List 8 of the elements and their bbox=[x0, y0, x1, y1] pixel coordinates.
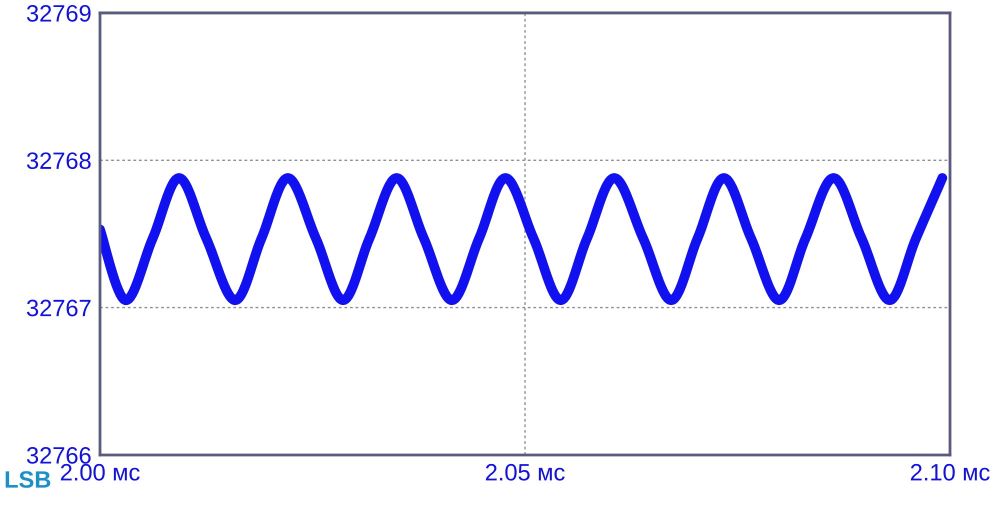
x-tick-label: 2.05 мс bbox=[486, 464, 565, 481]
x-tick-label: 2.10 мс bbox=[910, 464, 990, 481]
y-tick-label: 32766 bbox=[26, 447, 91, 464]
y-tick-label: 32769 bbox=[26, 4, 91, 22]
y-tick-label: 32768 bbox=[26, 152, 91, 170]
x-tick-label: 2.00 мс bbox=[60, 464, 140, 481]
y-tick-label: 32767 bbox=[26, 300, 90, 316]
y-axis-title: LSB bbox=[6, 471, 50, 488]
